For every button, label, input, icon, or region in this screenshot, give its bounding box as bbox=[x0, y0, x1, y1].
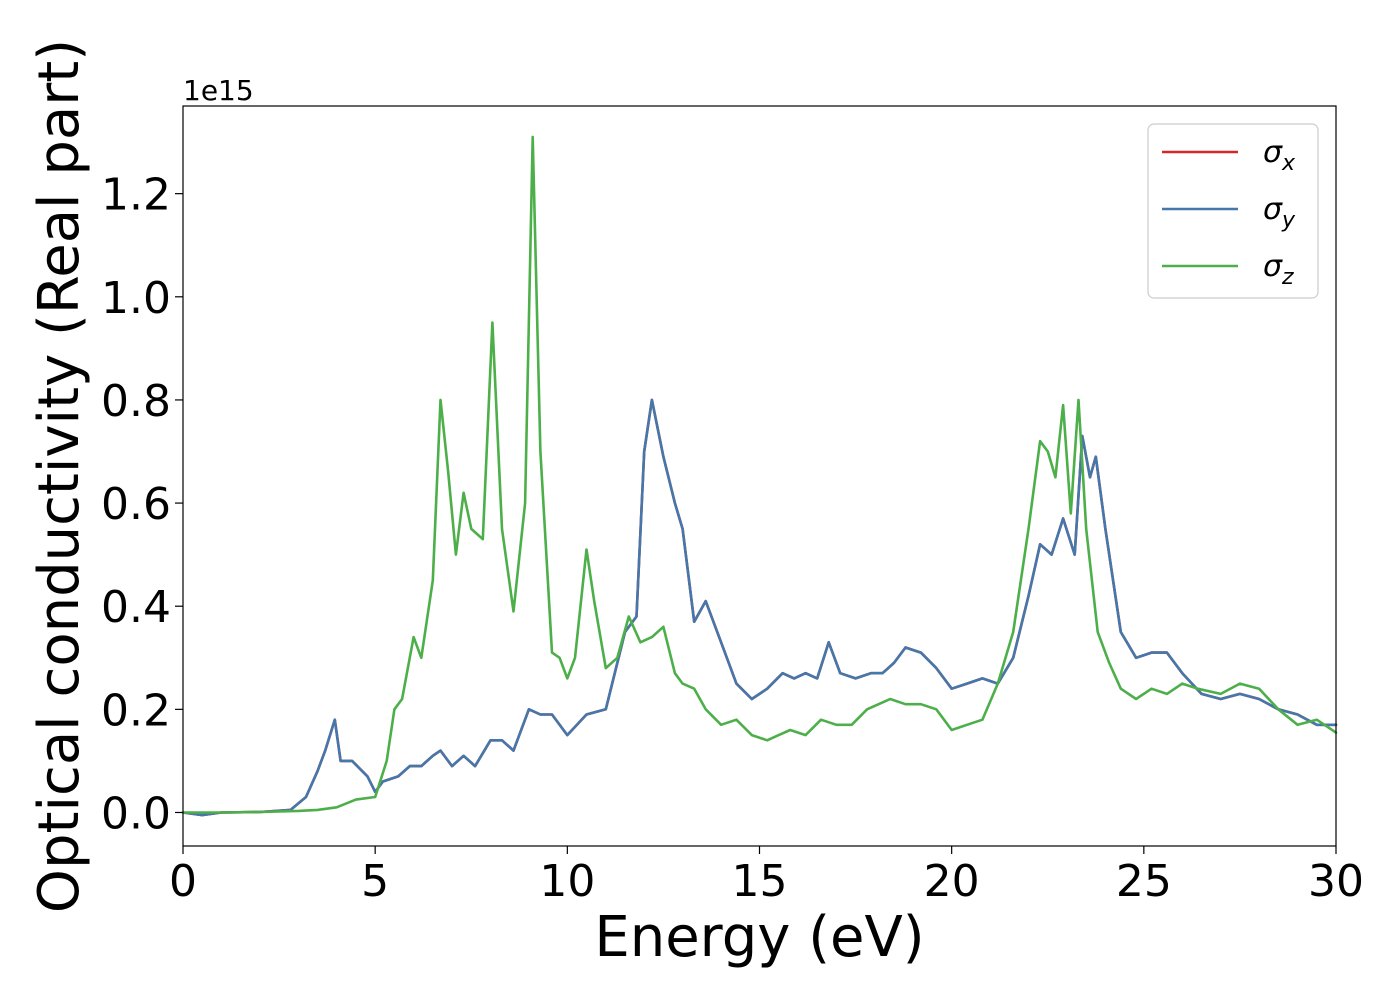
y-tick-label: 1.2 bbox=[101, 170, 171, 221]
y-tick-label: 1.0 bbox=[101, 273, 171, 324]
legend-box bbox=[1147, 123, 1319, 299]
y-tick-label: 0.6 bbox=[101, 479, 171, 530]
y-tick-label: 0.4 bbox=[101, 582, 171, 633]
y-axis-label: Optical conductivity (Real part) bbox=[27, 39, 92, 913]
x-tick-label: 5 bbox=[361, 856, 389, 907]
x-ticks: 0 5 10 15 20 25 30 bbox=[169, 846, 1364, 907]
y-tick-label: 0.8 bbox=[101, 376, 171, 427]
series-line-3 bbox=[181, 135, 1338, 814]
x-tick-label: 15 bbox=[732, 856, 788, 907]
x-tick-label: 0 bbox=[169, 856, 197, 907]
x-tick-label: 25 bbox=[1116, 856, 1172, 907]
y-tick-label: 0.2 bbox=[101, 685, 171, 736]
series-line-2 bbox=[181, 398, 1338, 817]
x-axis-label: Energy (eV) bbox=[594, 905, 924, 970]
y-offset-text: 1e15 bbox=[183, 74, 254, 107]
x-tick-label: 10 bbox=[539, 856, 595, 907]
y-tick-label: 0.0 bbox=[101, 788, 171, 839]
y-ticks: 0.0 0.2 0.4 0.6 0.8 1.0 1.2 bbox=[101, 170, 183, 839]
x-tick-label: 20 bbox=[924, 856, 980, 907]
plot-lines bbox=[181, 135, 1338, 817]
x-tick-label: 30 bbox=[1308, 856, 1364, 907]
